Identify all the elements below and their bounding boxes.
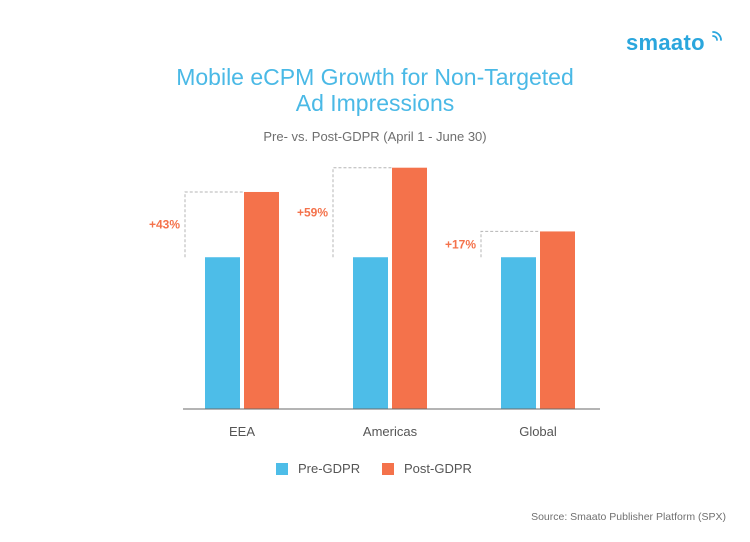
legend-item-pre-gdpr: Pre-GDPR	[276, 461, 360, 476]
growth-label-global: +17%	[445, 237, 476, 251]
legend-swatch-post-gdpr	[382, 462, 394, 475]
growth-label-americas: +59%	[297, 205, 328, 219]
growth-bracket-eea	[184, 191, 244, 258]
bar-pre-gdpr-global	[501, 257, 536, 409]
chart-title: Mobile eCPM Growth for Non-Targeted Ad I…	[0, 64, 750, 116]
chart-title-line-2: Ad Impressions	[295, 90, 455, 116]
bar-post-gdpr-americas	[392, 167, 427, 409]
chart-subtitle: Pre- vs. Post-GDPR (April 1 - June 30)	[263, 129, 487, 144]
tick-label-global: Global	[519, 424, 557, 439]
legend-item-post-gdpr: Post-GDPR	[382, 461, 472, 476]
bar-pre-gdpr-eea	[205, 257, 240, 409]
chart-title-line-1: Mobile eCPM Growth for Non-Targeted	[176, 64, 574, 90]
source-note: Source: Smaato Publisher Platform (SPX)	[531, 511, 726, 523]
legend-label-post-gdpr: Post-GDPR	[404, 461, 472, 476]
bar-post-gdpr-global	[540, 231, 575, 409]
tick-label-americas: Americas	[363, 424, 418, 439]
legend-label-pre-gdpr: Pre-GDPR	[298, 461, 361, 476]
growth-label-eea: +43%	[149, 218, 180, 232]
bar-pre-gdpr-americas	[353, 257, 388, 409]
smaato-logo: smaato	[626, 30, 705, 55]
growth-bracket-global	[480, 230, 540, 258]
chart-legend: Pre-GDPR Post-GDPR	[0, 461, 750, 481]
bar-post-gdpr-eea	[244, 191, 279, 409]
growth-bracket-americas	[332, 167, 392, 258]
signal-waves-icon	[712, 31, 722, 41]
tick-label-eea: EEA	[229, 424, 255, 439]
legend-swatch-pre-gdpr	[276, 462, 288, 475]
